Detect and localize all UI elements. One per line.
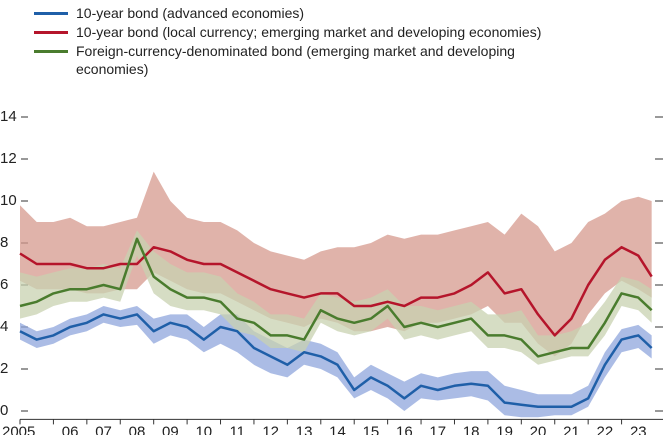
- legend-label: 10-year bond (local currency; emerging m…: [76, 24, 542, 40]
- legend-entry: 10-year bond (advanced economies): [34, 4, 546, 22]
- x-tick-label: 09: [162, 423, 179, 435]
- legend-swatch: [34, 12, 68, 15]
- band: [20, 171, 652, 357]
- x-tick-label: 19: [496, 423, 513, 435]
- band: [20, 306, 652, 418]
- y-tick-label: 10: [0, 192, 17, 209]
- legend-label: 10-year bond (advanced economies): [76, 5, 305, 21]
- legend-label: Foreign-currency-denominated bond (emerg…: [76, 43, 515, 77]
- x-tick-label: 11: [229, 423, 245, 435]
- x-tick-label: 22: [597, 423, 614, 435]
- x-tick-label: 17: [429, 423, 446, 435]
- x-tick-label: 23: [630, 423, 647, 435]
- legend: 10-year bond (advanced economies) 10-year…: [34, 4, 546, 79]
- y-tick-label: 8: [0, 234, 8, 251]
- legend-swatch: [34, 31, 68, 34]
- x-tick-label: 10: [195, 423, 212, 435]
- y-tick-label: 4: [0, 318, 8, 335]
- series-line: [19, 237, 653, 358]
- series-line: [19, 245, 653, 337]
- y-tick-label: 2: [0, 360, 8, 377]
- x-tick-label: 06: [62, 423, 79, 435]
- x-tick-label: 08: [129, 423, 146, 435]
- y-tick-label: 14: [0, 108, 17, 125]
- x-tick-label: 15: [363, 423, 380, 435]
- x-tick-label: 12: [262, 423, 279, 435]
- legend-entry: 10-year bond (local currency; emerging m…: [34, 23, 546, 41]
- series-line: [19, 313, 653, 409]
- x-tick-label: 13: [296, 423, 313, 435]
- y-tick-label: 6: [0, 276, 8, 293]
- x-tick-label: 16: [396, 423, 413, 435]
- x-tick-label: 14: [329, 423, 346, 435]
- band: [20, 230, 652, 365]
- x-tick-label: 20: [530, 423, 547, 435]
- x-tick-label: 18: [463, 423, 480, 435]
- x-tick-label: 07: [95, 423, 112, 435]
- y-tick-label: 0: [0, 402, 8, 419]
- legend-swatch: [34, 50, 68, 53]
- y-tick-label: 12: [0, 150, 17, 167]
- x-tick-label: 2005: [2, 423, 35, 435]
- x-tick-label: 21: [563, 423, 580, 435]
- legend-entry: Foreign-currency-denominated bond (emerg…: [34, 42, 546, 78]
